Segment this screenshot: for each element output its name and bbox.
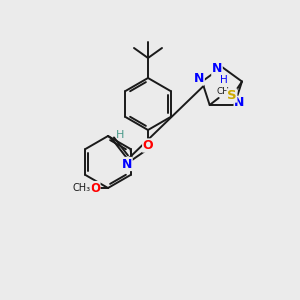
Text: N: N — [194, 72, 204, 85]
Text: CH₃: CH₃ — [216, 88, 233, 97]
Text: H: H — [116, 130, 124, 140]
Text: N: N — [212, 62, 222, 76]
Text: O: O — [143, 139, 153, 152]
Text: S: S — [227, 89, 237, 102]
Text: N: N — [234, 97, 244, 110]
Text: CH₃: CH₃ — [73, 183, 91, 193]
Text: H: H — [220, 75, 228, 85]
Text: O: O — [90, 182, 100, 194]
Text: N: N — [122, 158, 132, 170]
